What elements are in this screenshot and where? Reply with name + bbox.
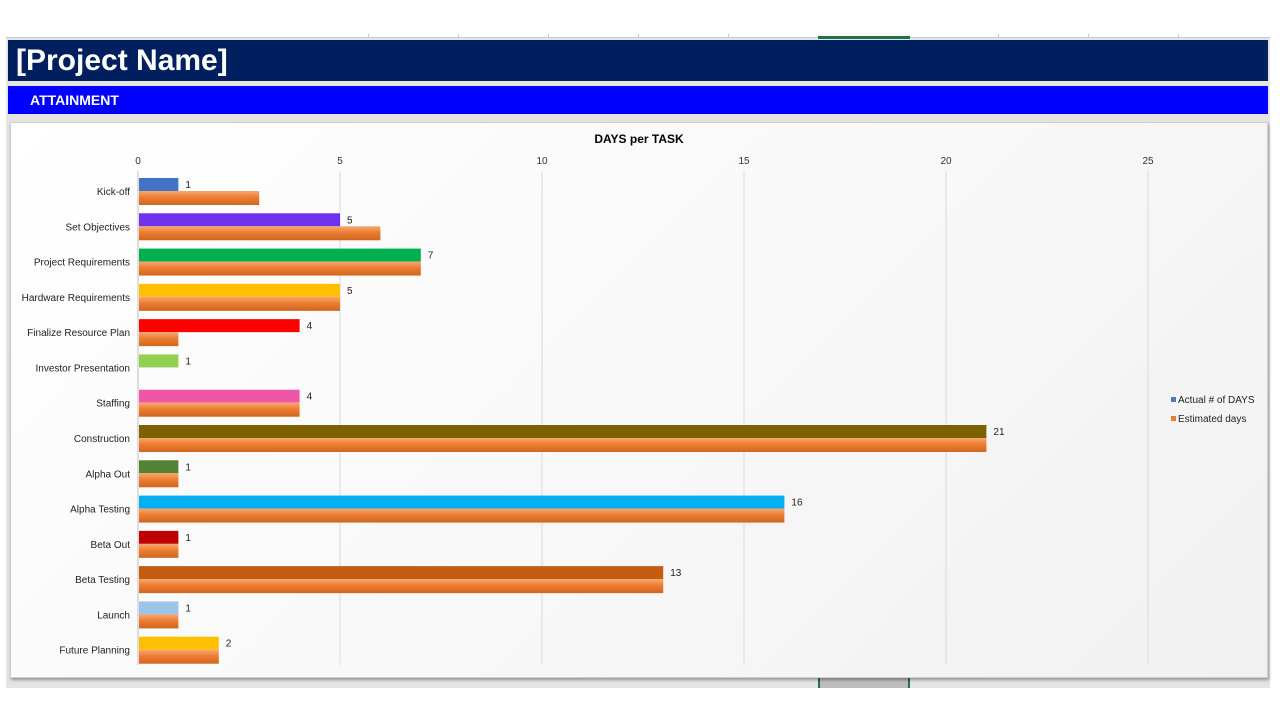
actual-days-bar xyxy=(139,460,179,474)
category-label: Set Objectives xyxy=(66,222,130,233)
actual-days-data-label: 13 xyxy=(670,568,682,579)
category-label: Alpha Out xyxy=(86,469,131,480)
category-label: Investor Presentation xyxy=(36,363,131,374)
estimated-days-bar xyxy=(139,473,179,488)
category-label: Construction xyxy=(74,434,130,445)
category-label: Finalize Resource Plan xyxy=(27,328,130,339)
actual-days-data-label: 16 xyxy=(791,498,803,509)
legend-label-estimated: Estimated days xyxy=(1178,414,1246,425)
actual-days-data-label: 4 xyxy=(307,392,313,403)
column-divider xyxy=(998,34,999,38)
estimated-days-bar xyxy=(139,543,179,558)
x-tick-label: 0 xyxy=(135,156,141,167)
column-divider xyxy=(458,34,459,38)
actual-days-bar xyxy=(139,178,179,191)
actual-days-bar xyxy=(139,354,179,368)
estimated-days-bar xyxy=(139,579,664,594)
estimated-days-bar xyxy=(139,508,785,523)
actual-days-bar xyxy=(139,495,785,509)
project-title-bar[interactable]: [Project Name] xyxy=(8,40,1268,81)
selected-cell-bottom xyxy=(818,678,910,688)
estimated-days-bar xyxy=(139,614,179,629)
column-divider xyxy=(638,34,639,38)
actual-days-bar xyxy=(139,425,987,438)
actual-days-data-label: 1 xyxy=(185,180,191,191)
actual-days-bar xyxy=(139,283,340,297)
actual-days-bar xyxy=(139,213,340,227)
category-label: Beta Out xyxy=(91,540,131,551)
category-label: Future Planning xyxy=(59,646,130,657)
x-tick-label: 5 xyxy=(337,156,343,167)
x-tick-label: 25 xyxy=(1142,156,1154,167)
section-title: ATTAINMENT xyxy=(30,92,119,108)
column-divider xyxy=(368,34,369,38)
column-divider xyxy=(1088,34,1089,38)
estimated-days-bar xyxy=(139,649,219,664)
category-label: Launch xyxy=(97,610,130,621)
estimated-days-bar xyxy=(139,402,300,417)
actual-days-data-label: 1 xyxy=(185,533,191,544)
actual-days-bar xyxy=(139,636,219,650)
x-tick-label: 15 xyxy=(738,156,750,167)
estimated-days-bar xyxy=(139,191,260,205)
actual-days-bar xyxy=(139,248,421,262)
actual-days-data-label: 1 xyxy=(185,462,191,473)
category-label: Kick-off xyxy=(97,187,130,198)
category-label: Staffing xyxy=(96,399,130,410)
days-per-task-chart[interactable]: DAYS per TASK 0 5 10 15 20 25 Kick-off 1 Set Obje… xyxy=(10,122,1268,678)
column-divider xyxy=(728,34,729,38)
category-label: Beta Testing xyxy=(75,575,130,586)
legend-swatch-estimated xyxy=(1171,416,1176,421)
estimated-days-bar xyxy=(139,296,340,311)
actual-days-data-label: 5 xyxy=(347,215,353,226)
legend-swatch-actual xyxy=(1171,397,1176,402)
actual-days-data-label: 2 xyxy=(226,639,232,650)
category-label: Alpha Testing xyxy=(70,505,130,516)
project-title: [Project Name] xyxy=(16,44,228,77)
actual-days-data-label: 1 xyxy=(185,356,191,367)
actual-days-bar xyxy=(139,389,300,403)
category-label: Project Requirements xyxy=(34,258,130,269)
column-divider xyxy=(548,34,549,38)
chart-title: DAYS per TASK xyxy=(594,132,684,146)
actual-days-bar xyxy=(139,601,179,615)
estimated-days-bar xyxy=(139,226,381,241)
selected-cell-top-border xyxy=(818,36,910,39)
column-divider xyxy=(1178,34,1179,38)
actual-days-bar xyxy=(139,566,664,580)
actual-days-data-label: 5 xyxy=(347,286,353,297)
attainment-section-bar[interactable]: ATTAINMENT xyxy=(8,86,1268,114)
actual-days-data-label: 21 xyxy=(993,427,1005,438)
estimated-days-bar xyxy=(139,332,179,347)
x-tick-label: 20 xyxy=(940,156,952,167)
estimated-days-bar xyxy=(139,261,421,276)
category-label: Hardware Requirements xyxy=(22,293,130,304)
estimated-days-bar xyxy=(139,438,987,452)
actual-days-data-label: 4 xyxy=(307,321,313,332)
actual-days-bar xyxy=(139,530,179,544)
actual-days-data-label: 1 xyxy=(185,603,191,614)
legend-label-actual: Actual # of DAYS xyxy=(1178,395,1255,406)
actual-days-data-label: 7 xyxy=(428,251,434,262)
actual-days-bar xyxy=(139,319,300,333)
x-tick-label: 10 xyxy=(536,156,548,167)
